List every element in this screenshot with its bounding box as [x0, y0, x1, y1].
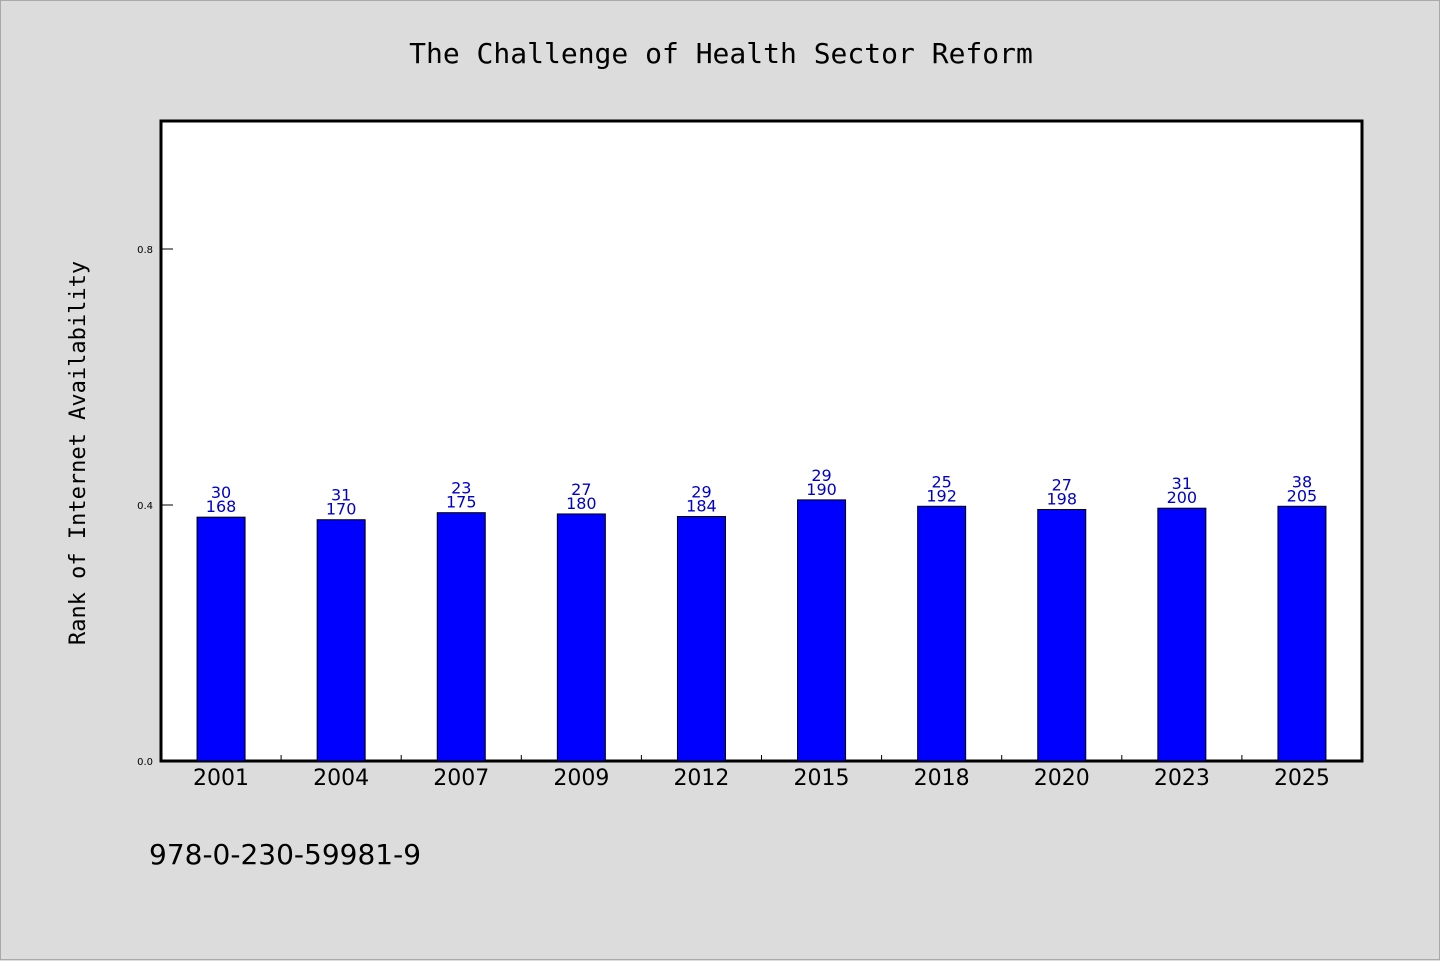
y-tick-label: 0.0	[137, 757, 153, 768]
x-tick-label: 2025	[1274, 766, 1330, 791]
data-label-bottom: 200	[1167, 488, 1198, 507]
data-label-top: 27	[1052, 475, 1072, 494]
data-label-top: 38	[1292, 472, 1312, 491]
x-tick-label: 2007	[433, 766, 489, 791]
y-tick-label: 0.4	[137, 501, 153, 512]
x-tick-label: 2004	[313, 766, 369, 791]
y-tick-label: 0.8	[137, 245, 153, 256]
chart-title: The Challenge of Health Sector Reform	[409, 37, 1033, 70]
data-label-top: 31	[1172, 474, 1192, 493]
data-label-bottom: 180	[566, 494, 597, 513]
bar-2007	[436, 512, 486, 762]
bar-2020	[1037, 508, 1087, 762]
x-tick-label: 2018	[914, 766, 970, 791]
data-label-bottom: 170	[326, 500, 357, 519]
bar-2004	[316, 519, 366, 762]
bar-2018	[917, 505, 967, 762]
bar-2001	[196, 516, 246, 762]
data-label-top: 29	[691, 483, 711, 502]
data-label-top: 23	[451, 479, 471, 498]
x-tick-label: 2015	[794, 766, 850, 791]
x-tick-label: 2023	[1154, 766, 1210, 791]
isbn-footer: 978-0-230-59981-9	[149, 838, 421, 871]
bar-2015	[797, 499, 847, 762]
bar-2023	[1157, 507, 1207, 762]
bar-2009	[556, 513, 606, 762]
data-label-bottom: 175	[446, 493, 477, 512]
data-label-bottom: 205	[1287, 486, 1318, 505]
data-label-bottom: 190	[806, 480, 837, 499]
data-label-bottom: 184	[686, 497, 717, 516]
x-tick-label: 2020	[1034, 766, 1090, 791]
data-label-top: 31	[331, 486, 351, 505]
y-axis-label: Rank of Internet Availability	[66, 261, 91, 645]
data-label-top: 29	[811, 466, 831, 485]
data-label-bottom: 168	[206, 497, 237, 516]
x-tick-label: 2001	[193, 766, 249, 791]
bar-2012	[676, 516, 726, 762]
ticks-layer: 0.0 0.4 0.8 2001 2004 2007 2009 2012 2015 2018 202…	[137, 245, 1330, 791]
data-label-bottom: 198	[1046, 489, 1077, 508]
data-label-bottom: 192	[926, 486, 957, 505]
data-label-top: 27	[571, 480, 591, 499]
x-tick-label: 2012	[673, 766, 729, 791]
bar-2025	[1277, 505, 1327, 762]
x-tick-label: 2009	[553, 766, 609, 791]
data-label-top: 30	[211, 483, 231, 502]
data-label-top: 25	[931, 472, 951, 491]
